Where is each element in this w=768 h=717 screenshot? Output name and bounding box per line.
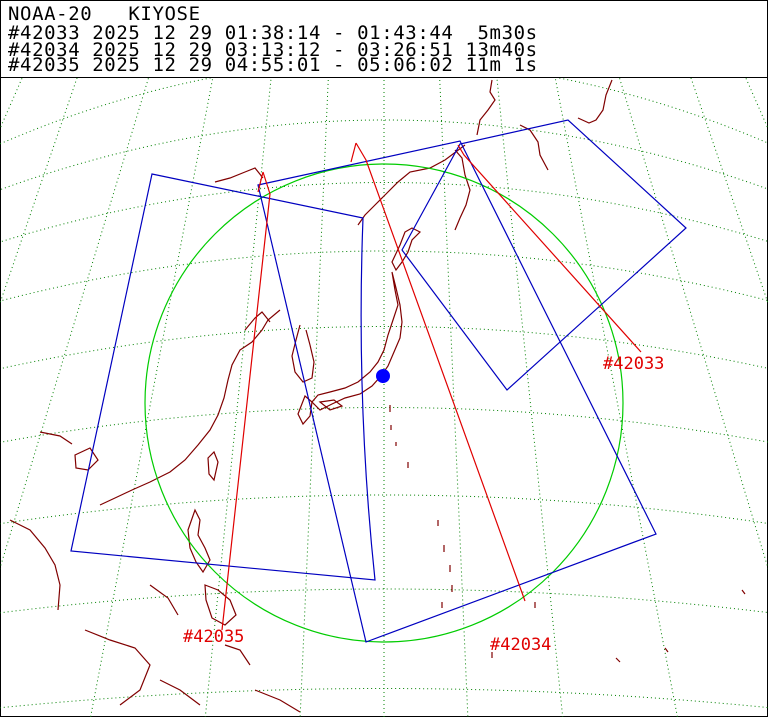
label-42035: #42035 — [183, 627, 244, 647]
ground-tracks — [221, 142, 642, 631]
swath-42033 — [401, 119, 687, 391]
pass-line-42035: #42035 2025 12 29 04:55:01 - 05:06:02 11… — [8, 54, 538, 76]
swath-boundaries — [70, 119, 687, 643]
satellite-station-title: NOAA-20 KIYOSE — [8, 3, 201, 25]
pass-line-42034: #42034 2025 12 29 03:13:12 - 03:26:51 13… — [8, 39, 538, 61]
label-42033: #42033 — [603, 354, 664, 374]
pass-line-42033: #42033 2025 12 29 01:38:14 - 01:43:44 5m… — [8, 22, 538, 44]
pass-map: #42033 #42034 #42035 — [0, 78, 768, 717]
track-42034 — [350, 142, 526, 602]
coastlines — [9, 79, 746, 713]
track-42033 — [457, 144, 642, 353]
swath-42034 — [257, 140, 657, 643]
track-42035 — [221, 171, 271, 631]
coverage-circle — [144, 163, 624, 643]
graticule — [0, 78, 768, 717]
pass-header: NOAA-20 KIYOSE #42033 2025 12 29 01:38:1… — [1, 1, 767, 78]
station-marker-kiyose — [376, 369, 390, 383]
label-42034: #42034 — [490, 635, 551, 655]
swath-42035 — [70, 173, 376, 581]
